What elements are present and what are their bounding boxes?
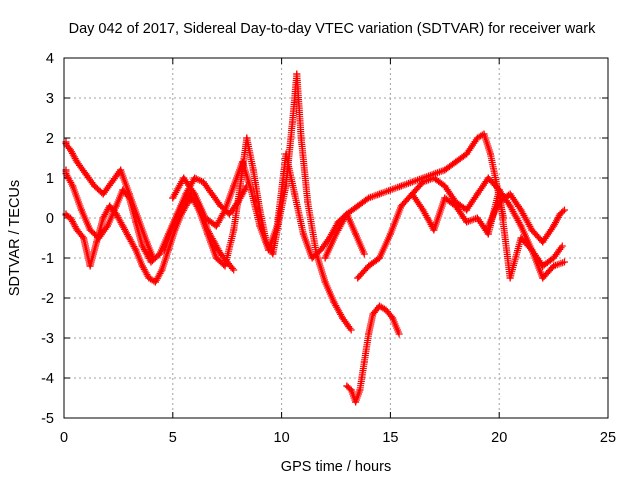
series-track-10 — [484, 190, 568, 246]
y-tick-label: -4 — [41, 371, 54, 387]
series-track-7 — [321, 130, 508, 262]
y-tick-label: -1 — [41, 251, 54, 267]
y-tick-label: -3 — [41, 331, 54, 347]
x-tick-label: 15 — [382, 430, 398, 446]
series-track-4 — [160, 70, 355, 334]
chart-title: Day 042 of 2017, Sidereal Day-to-day VTE… — [69, 21, 597, 37]
x-tick-label: 25 — [600, 430, 616, 446]
x-tick-label: 20 — [491, 430, 507, 446]
y-tick-label: 4 — [46, 51, 54, 67]
x-tick-label: 10 — [274, 430, 290, 446]
y-tick-label: 3 — [46, 91, 54, 107]
y-axis-label: SDTVAR / TECUs — [7, 180, 23, 296]
series-trace-track-6 — [343, 302, 402, 406]
series-trace-track-5 — [169, 150, 367, 262]
y-tick-label: -2 — [41, 291, 54, 307]
x-axis-label: GPS time / hours — [281, 459, 391, 475]
series-trace-track-10 — [484, 190, 567, 246]
series-track-6 — [343, 302, 403, 406]
x-tick-label: 5 — [169, 430, 177, 446]
y-tick-labels: -5 -4 -3 -2 -1 0 1 2 3 4 — [41, 51, 54, 427]
plot-frame — [63, 57, 609, 419]
y-tick-label: 1 — [46, 171, 54, 187]
x-tick-label: 0 — [60, 430, 68, 446]
y-tick-label: 0 — [46, 211, 54, 227]
y-tick-label: -5 — [41, 411, 54, 427]
series-track-5 — [169, 150, 368, 262]
x-tick-labels: 0 5 10 15 20 25 — [60, 430, 616, 446]
y-tick-label: 2 — [46, 131, 54, 147]
series-trace-track-7 — [321, 130, 507, 262]
